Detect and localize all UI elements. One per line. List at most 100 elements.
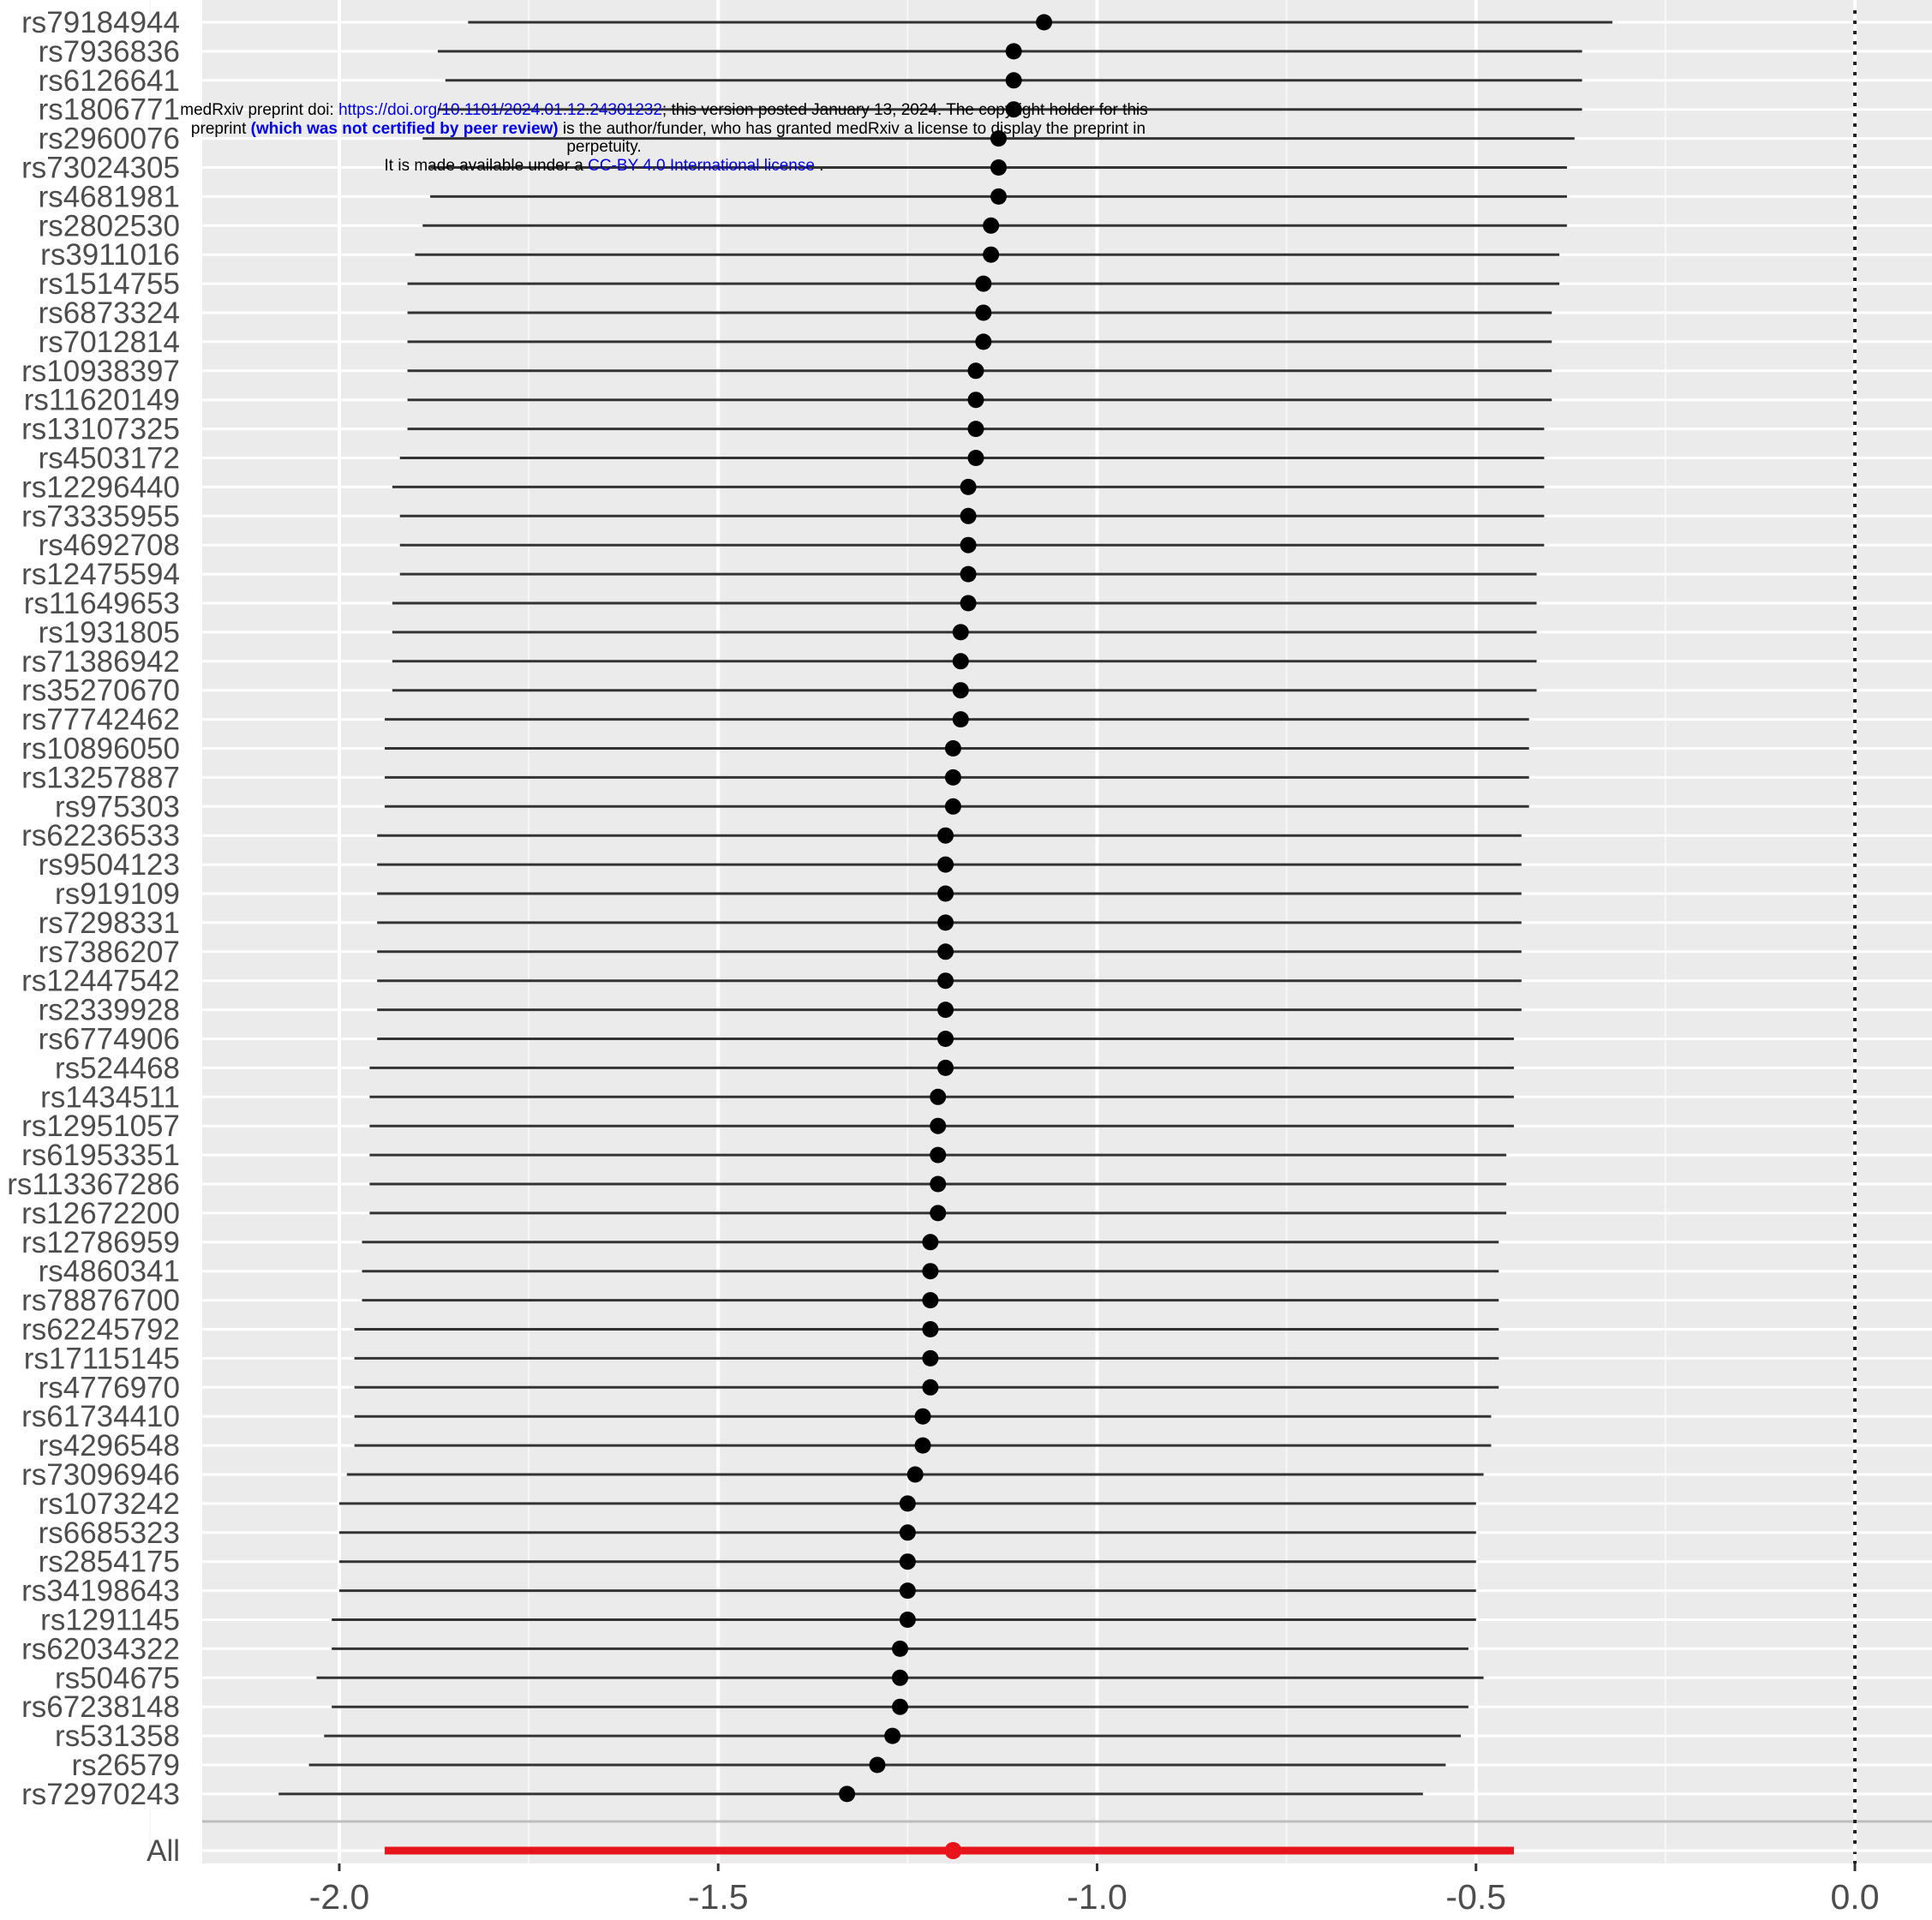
estimate-point: [930, 1088, 947, 1105]
estimate-point: [952, 682, 969, 699]
snp-label: rs73335955: [21, 499, 180, 533]
overall-estimate-point: [944, 1842, 962, 1859]
estimate-point: [922, 1321, 939, 1337]
estimate-point: [869, 1756, 886, 1773]
snp-label: rs62245792: [21, 1313, 180, 1347]
estimate-point: [930, 1175, 947, 1193]
estimate-point: [975, 304, 992, 321]
estimate-point: [975, 333, 992, 350]
notice-line-1: medRxiv preprint doi: https://doi.org/10…: [0, 101, 1208, 120]
snp-label: rs2339928: [39, 994, 180, 1027]
estimate-point: [937, 914, 954, 931]
estimate-point: [899, 1524, 916, 1541]
snp-label: rs12475594: [21, 558, 180, 591]
estimate-point: [952, 653, 969, 670]
estimate-point: [914, 1408, 931, 1425]
snp-label: rs73096946: [21, 1458, 180, 1492]
snp-label: rs72970243: [21, 1778, 180, 1811]
estimate-point: [899, 1553, 916, 1570]
notice-preprint-word: preprint: [190, 119, 251, 138]
snp-label: rs1931805: [39, 616, 180, 649]
snp-label: rs9504123: [39, 848, 180, 882]
estimate-point: [930, 1205, 947, 1222]
snp-label: rs113367286: [7, 1168, 180, 1201]
overall-label: All: [147, 1834, 180, 1868]
snp-label: rs7012814: [39, 326, 180, 359]
snp-label: rs4503172: [39, 442, 180, 476]
estimate-point: [960, 507, 977, 524]
snp-label: rs4860341: [39, 1255, 180, 1289]
snp-label: rs504675: [55, 1661, 180, 1695]
x-axis-ticks: -2.0 -1.5 -1.0 -0.5 0.0: [309, 1863, 1880, 1917]
estimate-point: [937, 972, 954, 990]
estimate-point: [983, 217, 1000, 234]
snp-label: rs67238148: [21, 1690, 180, 1724]
snp-label: rs77742462: [21, 703, 180, 737]
snp-label: rs79184944: [21, 6, 180, 39]
snp-label: rs3911016: [40, 238, 180, 272]
snp-label: rs4776970: [39, 1371, 180, 1404]
license-link[interactable]: CC-BY 4.0 International license: [588, 156, 815, 175]
x-tick-label: -0.5: [1445, 1877, 1506, 1917]
snp-label: rs11649653: [24, 587, 180, 620]
estimate-point: [930, 1146, 947, 1163]
snp-label: rs13257887: [21, 761, 180, 794]
snp-label: rs73024305: [21, 152, 180, 185]
estimate-point: [922, 1234, 939, 1251]
snp-label: rs7936836: [39, 35, 180, 69]
snp-label: rs2854175: [39, 1546, 180, 1579]
snp-label: rs7298331: [39, 906, 180, 940]
medrxiv-preprint-notice: medRxiv preprint doi: https://doi.org/10…: [0, 101, 1208, 175]
estimate-point: [944, 798, 961, 815]
doi-link[interactable]: https://doi.org/10.1101/2024.01.12.24301…: [338, 101, 662, 119]
estimate-point: [892, 1640, 909, 1657]
notice-line-4: It is made available under a CC-BY 4.0 I…: [0, 157, 1208, 176]
estimate-point: [990, 130, 1008, 147]
estimate-point: [960, 536, 977, 553]
snp-label: rs7386207: [39, 936, 180, 969]
x-tick-label: -1.5: [688, 1877, 749, 1917]
estimate-point: [937, 1002, 954, 1019]
snp-label: rs6774906: [39, 1023, 180, 1056]
snp-label: rs11620149: [24, 384, 180, 417]
estimate-point: [944, 740, 961, 757]
snp-label: rs2960076: [39, 123, 180, 156]
snp-label: rs4681981: [39, 180, 180, 213]
estimate-point: [967, 362, 984, 380]
estimate-point: [906, 1466, 924, 1483]
snp-label: rs26579: [72, 1749, 180, 1782]
snp-label: rs10938397: [21, 355, 180, 388]
snp-label: rs34198643: [21, 1575, 180, 1608]
snp-label: rs12951057: [21, 1110, 180, 1143]
snp-label: rs10896050: [21, 733, 180, 766]
estimate-point: [952, 624, 969, 641]
snp-label: rs1806771: [39, 93, 180, 127]
snp-label: rs17115145: [24, 1342, 180, 1375]
snp-label: rs61734410: [21, 1400, 180, 1433]
estimate-point: [922, 1292, 939, 1309]
snp-label: rs2802530: [39, 209, 180, 242]
estimate-point: [839, 1785, 856, 1803]
estimate-point: [922, 1349, 939, 1367]
snp-label: rs62236533: [21, 819, 180, 852]
estimate-point: [967, 421, 984, 438]
snp-label: rs71386942: [21, 645, 180, 679]
estimate-point: [952, 711, 969, 728]
estimate-point: [960, 478, 977, 495]
estimate-point: [930, 1117, 947, 1134]
notice-prefix: medRxiv preprint doi:: [180, 101, 339, 119]
estimate-point: [884, 1727, 901, 1744]
estimate-point: [922, 1379, 939, 1396]
snp-label: rs4296548: [39, 1429, 180, 1462]
snp-label: rs1434511: [40, 1080, 180, 1114]
estimate-point: [975, 275, 992, 292]
snp-label: rs1514755: [39, 267, 180, 301]
estimate-point: [1005, 101, 1022, 118]
estimate-point: [937, 943, 954, 960]
snp-label: rs1073242: [39, 1487, 180, 1521]
estimate-point: [899, 1612, 916, 1628]
estimate-point: [990, 159, 1008, 176]
snp-label: rs62034322: [21, 1632, 180, 1666]
plot-panel: [202, 0, 1932, 1863]
x-tick-label: -1.0: [1067, 1877, 1127, 1917]
